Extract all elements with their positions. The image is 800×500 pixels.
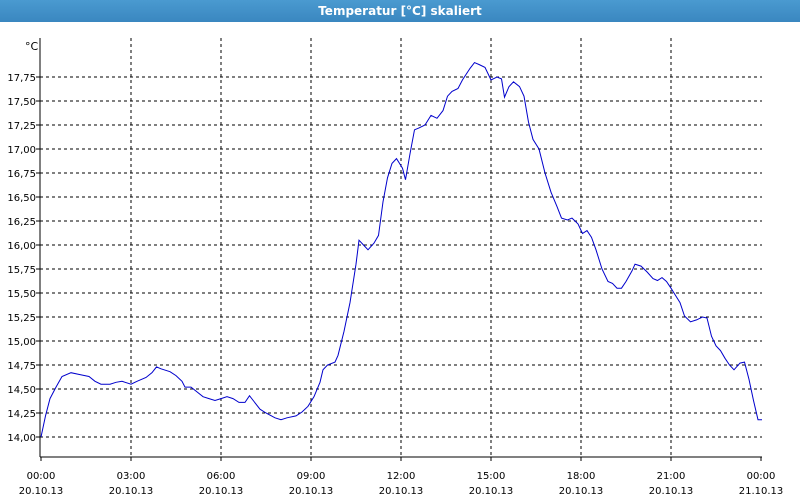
x-tick-date-label: 20.10.13 bbox=[559, 486, 604, 497]
y-tick-label: 15,75 bbox=[7, 265, 36, 276]
x-tick-time-label: 21:00 bbox=[657, 471, 686, 482]
x-tick-time-label: 00:00 bbox=[27, 471, 56, 482]
x-tick-date-label: 20.10.13 bbox=[649, 486, 694, 497]
y-axis-unit-label: °C bbox=[25, 40, 39, 53]
y-tick-label: 14,75 bbox=[7, 361, 36, 372]
x-tick-labels: 00:00 20.10.13 03:00 20.10.13 06:00 20.10.13 0… bbox=[19, 471, 784, 497]
x-tick-time-label: 06:00 bbox=[207, 471, 236, 482]
x-tick-time-label: 12:00 bbox=[387, 471, 416, 482]
y-tick-label: 16,75 bbox=[7, 169, 36, 180]
x-tick-date-label: 20.10.13 bbox=[19, 486, 64, 497]
axes bbox=[36, 38, 762, 461]
x-tick-time-label: 15:00 bbox=[477, 471, 506, 482]
x-tick-date-label: 21.10.13 bbox=[739, 486, 784, 497]
y-tick-label: 17,50 bbox=[7, 97, 36, 108]
y-tick-label: 14,50 bbox=[7, 385, 36, 396]
x-tick-time-label: 09:00 bbox=[297, 471, 326, 482]
y-tick-labels: 14,00 14,25 14,50 14,75 15,00 15,25 15,50 15,75… bbox=[7, 73, 36, 444]
y-tick-label: 16,25 bbox=[7, 217, 36, 228]
y-tick-label: 17,00 bbox=[7, 145, 36, 156]
x-tick-time-label: 00:00 bbox=[747, 471, 776, 482]
chart-title: Temperatur [°C] skaliert bbox=[0, 0, 800, 22]
x-tick-date-label: 20.10.13 bbox=[199, 486, 244, 497]
y-tick-label: 15,50 bbox=[7, 289, 36, 300]
y-tick-label: 16,00 bbox=[7, 241, 36, 252]
temperature-series-line bbox=[40, 61, 762, 438]
x-tick-date-label: 20.10.13 bbox=[469, 486, 514, 497]
y-tick-label: 16,50 bbox=[7, 193, 36, 204]
y-tick-label: 14,00 bbox=[7, 433, 36, 444]
y-tick-label: 17,75 bbox=[7, 73, 36, 84]
y-tick-label: 15,25 bbox=[7, 313, 36, 324]
x-tick-time-label: 03:00 bbox=[117, 471, 146, 482]
grid-lines bbox=[40, 38, 762, 457]
series-line-group bbox=[40, 61, 762, 438]
x-tick-date-label: 20.10.13 bbox=[379, 486, 424, 497]
x-tick-date-label: 20.10.13 bbox=[289, 486, 334, 497]
y-tick-label: 15,00 bbox=[7, 337, 36, 348]
y-tick-label: 17,25 bbox=[7, 121, 36, 132]
x-tick-date-label: 20.10.13 bbox=[109, 486, 154, 497]
x-tick-time-label: 18:00 bbox=[567, 471, 596, 482]
y-tick-label: 14,25 bbox=[7, 409, 36, 420]
